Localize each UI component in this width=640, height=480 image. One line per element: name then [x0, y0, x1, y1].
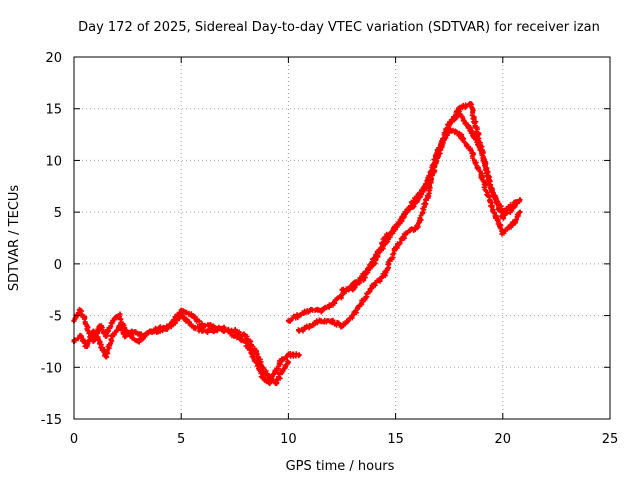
series-layer: [71, 101, 523, 387]
series-track-b: [71, 306, 291, 387]
y-tick-label: 20: [45, 51, 62, 66]
y-tick-label: -15: [41, 413, 62, 428]
x-tick-label: 15: [387, 432, 404, 447]
x-axis: 0 5 10 15 20 25: [70, 57, 618, 447]
x-tick-label: 25: [602, 432, 619, 447]
x-tick-label: 5: [177, 432, 185, 447]
series-track-d: [296, 126, 523, 334]
plot-frame: [73, 56, 611, 420]
chart-title: Day 172 of 2025, Sidereal Day-to-day VTE…: [78, 20, 600, 35]
x-tick-label: 0: [70, 432, 78, 447]
x-tick-label: 20: [495, 432, 512, 447]
y-tick-label: -10: [41, 361, 62, 376]
y-tick-label: -5: [49, 310, 62, 325]
x-tick-label: 10: [280, 432, 297, 447]
y-tick-label: 0: [54, 258, 62, 273]
y-tick-label: 15: [45, 103, 62, 118]
grid: [74, 57, 610, 419]
x-axis-label: GPS time / hours: [286, 459, 395, 474]
y-tick-label: 5: [54, 206, 62, 221]
series-track-e: [339, 111, 519, 294]
y-tick-label: 10: [45, 154, 62, 169]
series-markers: [340, 111, 517, 294]
y-axis-label: SDTVAR / TECUs: [7, 185, 22, 292]
y-axis: -15 -10 -5 0 5 10 15 20: [41, 51, 610, 428]
